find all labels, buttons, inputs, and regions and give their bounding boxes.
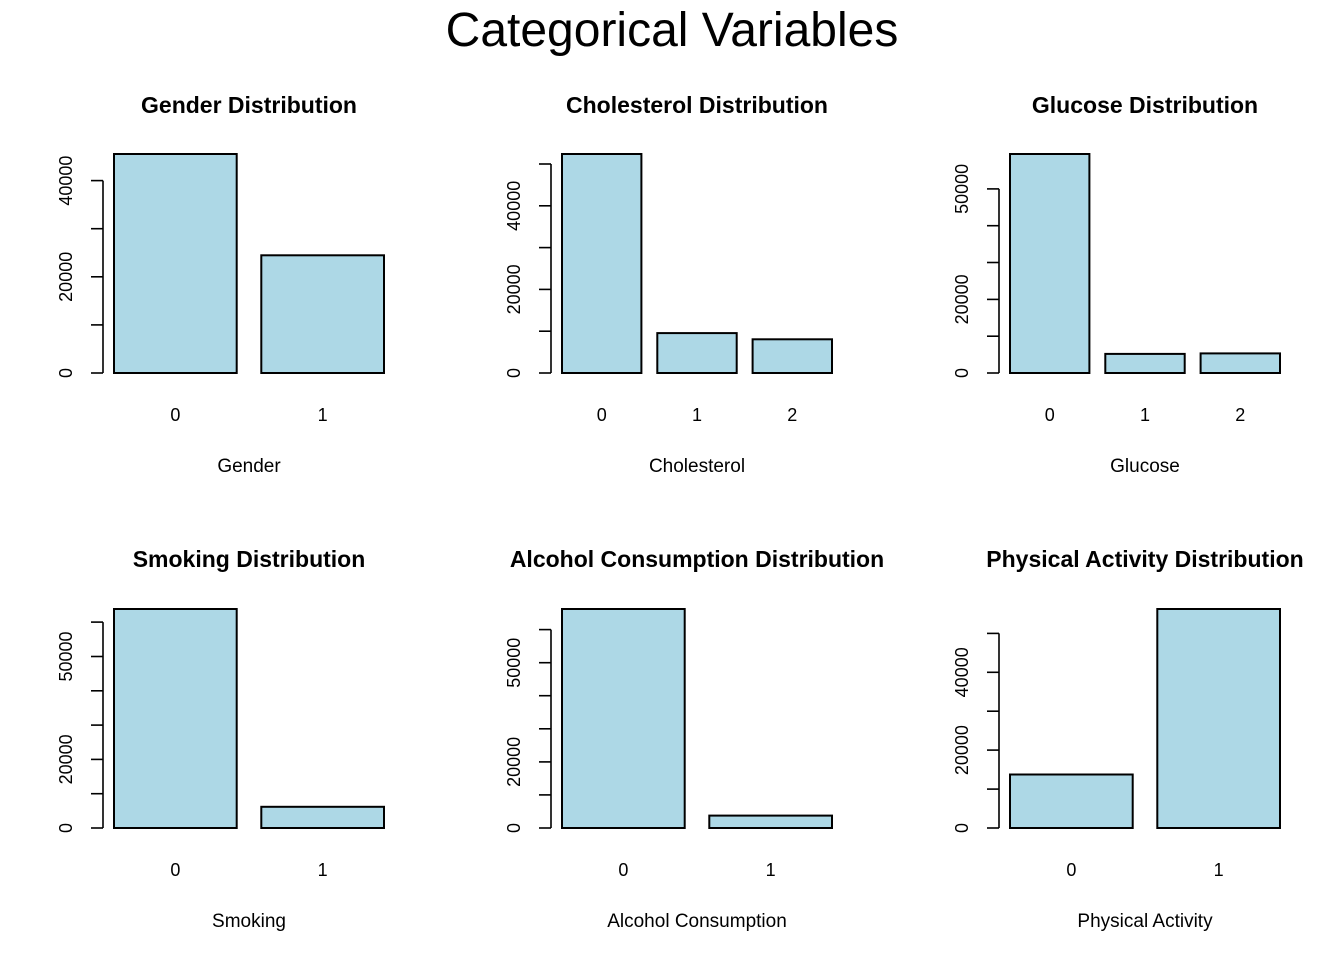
panel-title: Glucose Distribution [1032,92,1258,118]
category-label: 1 [318,405,328,425]
y-tick-label: 0 [504,368,524,378]
bar-1 [260,805,385,829]
y-tick-label: 50000 [504,638,524,688]
x-axis-label: Cholesterol [649,456,745,477]
bar-0 [1009,773,1134,829]
panel-title: Alcohol Consumption Distribution [510,546,884,572]
panel-title: Gender Distribution [141,92,357,118]
panel-cholesterol-distribution: Cholesterol Distribution 0 1 2 0 20000 40000 Ch… [504,92,833,477]
y-tick-label: 20000 [56,252,76,302]
x-axis-label: Glucose [1110,456,1180,477]
category-label: 2 [787,405,797,425]
y-tick-label: 0 [56,368,76,378]
category-label: 1 [1214,860,1224,880]
bar-1 [1156,608,1282,829]
panel-alcohol-consumption-distribution: Alcohol Consumption Distribution 0 1 0 20000… [504,546,884,932]
bar-2 [751,338,833,374]
bar-2 [1199,352,1281,374]
category-label: 0 [597,405,607,425]
panel-title: Smoking Distribution [133,546,366,572]
x-axis-label: Alcohol Consumption [607,911,787,932]
category-label: 0 [1045,405,1055,425]
x-axis-label: Physical Activity [1077,911,1213,932]
main-title: Categorical Variables [446,4,899,57]
category-label: 0 [1066,860,1076,880]
y-tick-label: 20000 [56,734,76,784]
y-tick-label: 0 [952,823,972,833]
bar-1 [1104,352,1186,374]
x-axis-label: Smoking [212,911,286,932]
y-tick-label: 40000 [504,181,524,231]
category-label: 0 [170,860,180,880]
x-axis-label: Gender [217,456,281,477]
panel-smoking-distribution: Smoking Distribution 0 1 0 20000 50000 Smoking [56,546,385,932]
bar-0 [561,608,686,829]
bar-1 [708,814,833,829]
panel-title: Physical Activity Distribution [986,546,1303,572]
bar-0 [113,608,238,829]
bar-0 [113,153,238,374]
bar-1 [656,332,738,375]
panel-title: Cholesterol Distribution [566,92,828,118]
y-tick-label: 20000 [504,737,524,787]
panel-physical-activity-distribution: Physical Activity Distribution 0 1 0 20000 40… [952,546,1304,932]
category-label: 1 [766,860,776,880]
y-tick-label: 0 [504,823,524,833]
y-tick-label: 0 [952,368,972,378]
category-label: 2 [1235,405,1245,425]
category-label: 1 [692,405,702,425]
panel-glucose-distribution: Glucose Distribution 0 1 2 0 20000 50000 Glucos… [952,92,1281,477]
y-tick-label: 40000 [56,156,76,206]
y-tick-label: 40000 [952,647,972,697]
y-tick-label: 0 [56,823,76,833]
category-label: 1 [1140,405,1150,425]
bar-0 [561,153,643,374]
bar-1 [260,254,385,374]
category-label: 0 [618,860,628,880]
bar-0 [1009,153,1091,374]
y-tick-label: 50000 [952,164,972,214]
panel-gender-distribution: Gender Distribution 0 1 0 20000 40000 Gender [56,92,385,477]
y-tick-label: 50000 [56,631,76,681]
y-tick-label: 20000 [952,274,972,324]
category-label: 0 [170,405,180,425]
y-tick-label: 20000 [952,725,972,775]
category-label: 1 [318,860,328,880]
y-tick-label: 20000 [504,264,524,314]
